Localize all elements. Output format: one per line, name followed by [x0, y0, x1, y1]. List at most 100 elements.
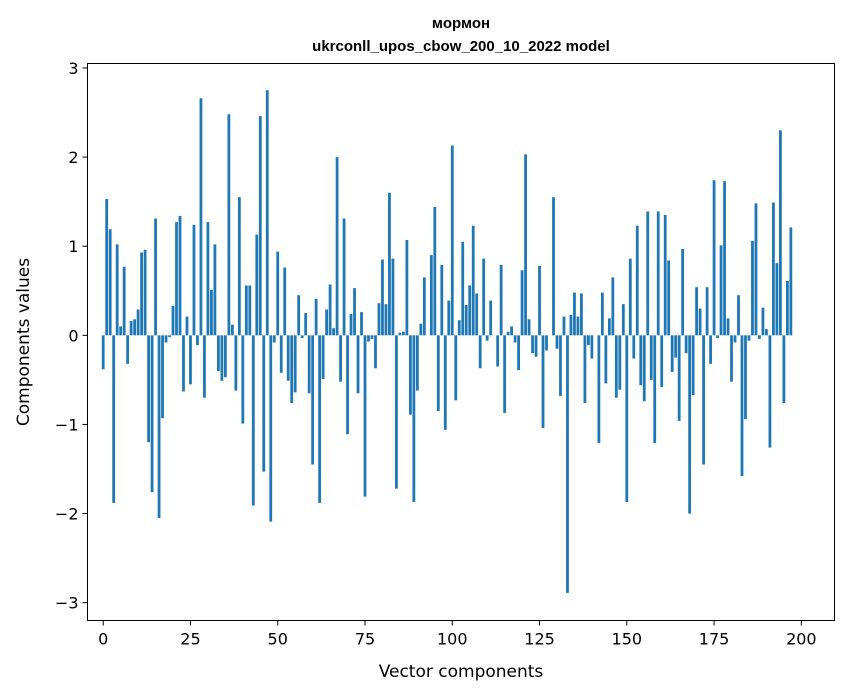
bar: [300, 335, 304, 338]
bar: [321, 335, 325, 379]
bar: [632, 335, 636, 359]
bar: [220, 335, 224, 381]
bar: [133, 319, 137, 336]
bar: [471, 225, 475, 336]
bar: [436, 335, 440, 412]
bar: [433, 206, 437, 336]
bar: [566, 335, 569, 593]
bar: [272, 335, 276, 343]
bar: [639, 335, 643, 386]
bar: [248, 285, 252, 336]
bar: [559, 335, 562, 396]
x-tick-label: 150: [612, 630, 643, 649]
bar: [126, 335, 130, 364]
bar: [698, 308, 702, 336]
bar: [304, 313, 308, 336]
bar: [517, 335, 520, 371]
bar: [719, 245, 723, 336]
bar: [339, 335, 342, 382]
bar: [489, 300, 493, 336]
bar: [785, 280, 789, 336]
bar: [656, 211, 660, 336]
bar: [730, 335, 733, 382]
bar: [108, 229, 112, 336]
bar: [461, 241, 465, 336]
bar: [367, 335, 370, 342]
bar: [381, 259, 384, 336]
bar: [419, 323, 423, 336]
bar: [374, 335, 377, 369]
bar: [129, 321, 133, 336]
bar: [653, 335, 657, 444]
bar: [496, 335, 500, 367]
y-tick-label: 2: [68, 148, 78, 167]
bar: [681, 248, 685, 336]
bar: [688, 335, 692, 514]
bar: [140, 252, 143, 336]
bar: [154, 218, 157, 336]
bar: [136, 309, 140, 336]
x-axis-label: Vector components: [379, 662, 544, 682]
bar: [290, 335, 294, 404]
chart-title: мормон: [432, 15, 490, 32]
bar: [604, 335, 608, 384]
bar: [702, 335, 705, 465]
bar: [761, 307, 765, 336]
bar: [112, 335, 116, 503]
bar: [709, 335, 712, 364]
bar: [384, 304, 388, 336]
bar: [283, 267, 287, 336]
bar: [251, 335, 255, 506]
bar: [440, 264, 444, 336]
bar: [475, 293, 479, 336]
bar: [150, 335, 154, 493]
bar: [262, 335, 266, 472]
bar: [733, 335, 737, 343]
x-tick-label: 75: [355, 630, 375, 649]
bar: [758, 335, 761, 339]
bar: [538, 265, 541, 336]
bar: [244, 285, 248, 336]
bar: [269, 335, 273, 522]
bar: [265, 90, 269, 336]
x-tick-label: 50: [268, 630, 288, 649]
bar: [196, 335, 199, 346]
bar: [510, 326, 514, 336]
bar: [286, 335, 290, 381]
bar: [395, 335, 398, 489]
y-tick-label: −1: [55, 415, 79, 434]
chart-subtitle: ukrconll_upos_cbow_200_10_2022 model: [312, 38, 610, 55]
bar: [206, 222, 210, 336]
bar: [628, 258, 632, 336]
bar: [789, 227, 793, 336]
bar: [237, 197, 241, 336]
bar: [621, 304, 625, 336]
y-tick-label: 3: [68, 59, 78, 78]
bar: [765, 329, 768, 336]
bar: [485, 335, 489, 341]
bar: [600, 292, 604, 336]
bar: [705, 287, 709, 336]
bar: [356, 335, 360, 394]
bar: [210, 289, 213, 336]
bar: [402, 331, 405, 336]
bar: [408, 335, 412, 415]
y-axis-ticks: −3 −2 −1 0 1 2 3: [55, 59, 88, 613]
x-axis-ticks: 0 25 50 75 100 125 150 175 200: [98, 620, 817, 649]
bar: [175, 222, 178, 336]
bar: [684, 335, 688, 354]
bar: [506, 331, 510, 336]
bar: [534, 335, 538, 357]
bar: [119, 326, 123, 336]
bar: [531, 335, 534, 354]
bar: [377, 303, 381, 336]
bar: [691, 335, 695, 396]
bar: [332, 328, 335, 336]
bar: [241, 335, 245, 424]
bar: [597, 335, 601, 444]
bar: [677, 335, 681, 421]
bar: [754, 203, 758, 336]
bar: [663, 215, 667, 336]
bar: [230, 324, 234, 336]
x-tick-label: 100: [437, 630, 468, 649]
